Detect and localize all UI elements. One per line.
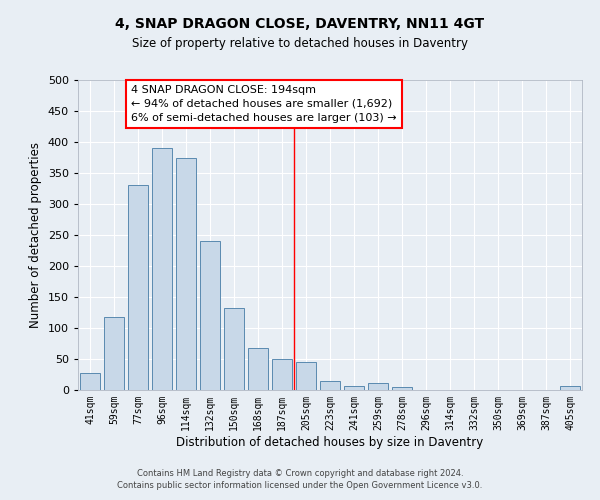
Bar bbox=[152, 148, 172, 390]
Bar bbox=[344, 386, 364, 390]
Y-axis label: Number of detached properties: Number of detached properties bbox=[29, 142, 42, 328]
Text: 4, SNAP DRAGON CLOSE, DAVENTRY, NN11 4GT: 4, SNAP DRAGON CLOSE, DAVENTRY, NN11 4GT bbox=[115, 18, 485, 32]
Bar bbox=[368, 382, 388, 390]
Bar bbox=[200, 241, 220, 390]
Bar bbox=[248, 348, 268, 390]
Bar bbox=[80, 374, 100, 390]
Bar bbox=[176, 158, 196, 390]
Bar bbox=[320, 380, 340, 390]
Bar bbox=[392, 387, 412, 390]
Bar bbox=[560, 386, 580, 390]
Text: 4 SNAP DRAGON CLOSE: 194sqm
← 94% of detached houses are smaller (1,692)
6% of s: 4 SNAP DRAGON CLOSE: 194sqm ← 94% of det… bbox=[131, 84, 397, 122]
Bar bbox=[272, 359, 292, 390]
Text: Size of property relative to detached houses in Daventry: Size of property relative to detached ho… bbox=[132, 38, 468, 51]
Bar bbox=[296, 362, 316, 390]
Bar bbox=[104, 318, 124, 390]
X-axis label: Distribution of detached houses by size in Daventry: Distribution of detached houses by size … bbox=[176, 436, 484, 448]
Bar bbox=[128, 186, 148, 390]
Text: Contains HM Land Registry data © Crown copyright and database right 2024.: Contains HM Land Registry data © Crown c… bbox=[137, 468, 463, 477]
Text: Contains public sector information licensed under the Open Government Licence v3: Contains public sector information licen… bbox=[118, 481, 482, 490]
Bar bbox=[224, 308, 244, 390]
